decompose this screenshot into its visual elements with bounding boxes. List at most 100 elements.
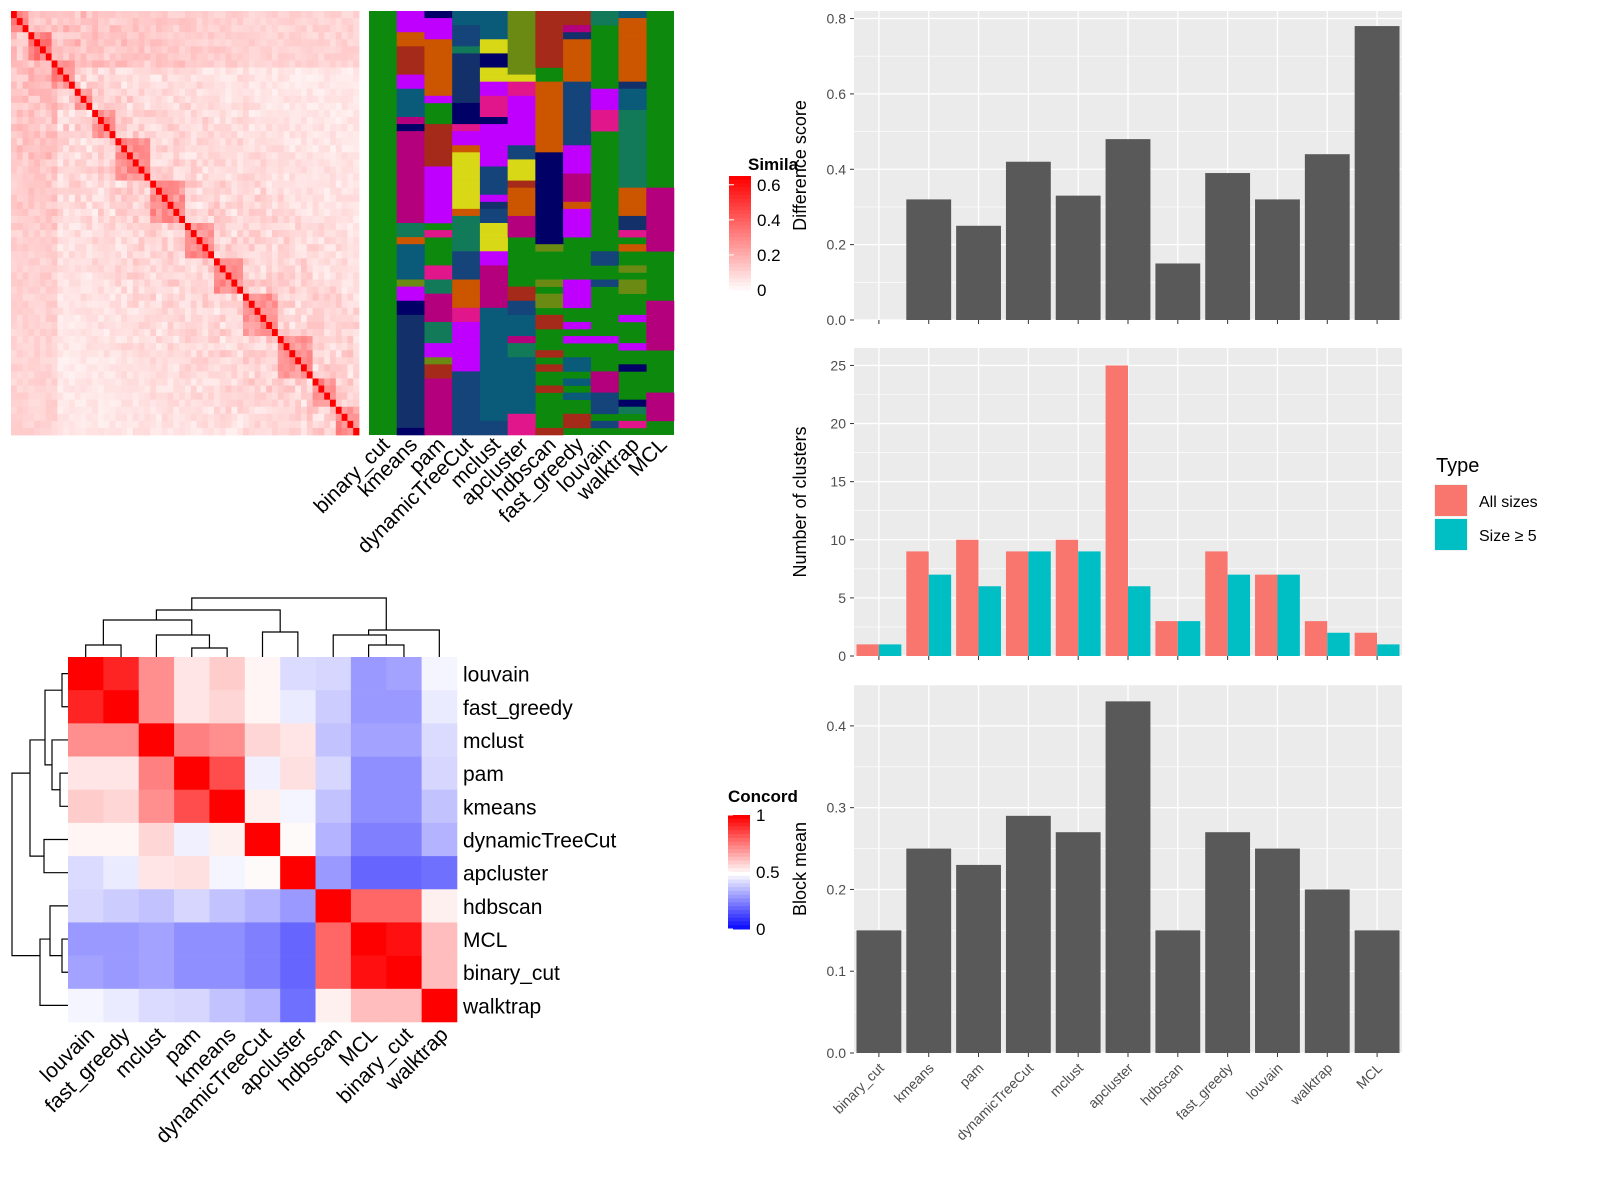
similarity-cell	[254, 53, 261, 61]
similarity-cell	[63, 145, 70, 153]
similarity-cell	[277, 265, 284, 273]
similarity-cell	[312, 321, 319, 330]
similarity-cell	[86, 385, 93, 393]
similarity-cell	[161, 95, 168, 104]
assignment-cell	[507, 420, 536, 429]
similarity-cell	[237, 251, 244, 259]
similarity-cell	[202, 81, 209, 90]
similarity-cell	[266, 230, 273, 238]
similarity-cell	[51, 67, 58, 75]
assignment-cell	[396, 420, 425, 429]
similarity-cell	[144, 117, 151, 125]
similarity-cell	[80, 300, 87, 309]
similarity-cell	[80, 102, 87, 111]
similarity-cell	[219, 32, 226, 40]
similarity-cell	[57, 11, 64, 19]
similarity-cell	[196, 25, 203, 33]
similarity-cell	[57, 187, 64, 196]
similarity-cell	[214, 265, 221, 273]
similarity-cell	[225, 293, 232, 302]
similarity-cell	[243, 145, 250, 153]
similarity-cell	[231, 201, 238, 210]
assignment-cell	[424, 81, 453, 90]
similarity-cell	[272, 237, 279, 245]
similarity-cell	[248, 74, 255, 83]
concordance-cell	[315, 955, 352, 990]
similarity-cell	[132, 152, 139, 160]
similarity-cell	[301, 74, 308, 83]
dendrogram-branch	[191, 597, 387, 630]
similarity-cell	[16, 32, 23, 40]
similarity-cell	[11, 117, 18, 125]
similarity-cell	[167, 223, 174, 231]
similarity-cell	[173, 88, 180, 97]
similarity-cell	[214, 194, 221, 203]
similarity-cell	[80, 406, 87, 415]
similarity-cell	[57, 201, 64, 210]
similarity-cell	[150, 329, 157, 337]
similarity-cell	[22, 314, 29, 323]
similarity-cell	[335, 152, 342, 160]
similarity-cell	[86, 166, 93, 174]
similarity-cell	[272, 420, 279, 429]
similarity-cell	[248, 293, 255, 302]
similarity-cell	[289, 109, 296, 118]
similarity-cell	[277, 39, 284, 47]
similarity-cell	[127, 237, 134, 245]
similarity-cell	[289, 406, 296, 415]
similarity-cell	[353, 109, 360, 118]
similarity-cell	[80, 145, 87, 153]
similarity-cell	[318, 378, 325, 386]
similarity-cell	[185, 173, 192, 181]
similarity-cell	[121, 258, 128, 266]
similarity-cell	[28, 230, 35, 238]
similarity-cell	[231, 152, 238, 160]
similarity-cell	[283, 25, 290, 33]
assignment-cell	[563, 336, 592, 344]
similarity-cell	[185, 378, 192, 386]
similarity-cell	[150, 88, 157, 97]
concordance-cell	[138, 657, 175, 691]
similarity-cell	[301, 364, 308, 372]
assignment-cell	[396, 138, 425, 146]
similarity-cell	[167, 371, 174, 379]
similarity-cell	[318, 371, 325, 379]
concordance-cell	[244, 690, 281, 724]
similarity-cell	[80, 237, 87, 245]
similarity-cell	[69, 39, 76, 47]
similarity-cell	[121, 173, 128, 181]
similarity-cell	[127, 208, 134, 217]
similarity-cell	[22, 329, 29, 337]
similarity-cell	[318, 11, 325, 19]
similarity-cell	[173, 300, 180, 309]
similarity-cell	[16, 329, 23, 337]
similarity-cell	[167, 117, 174, 125]
similarity-cell	[318, 385, 325, 393]
similarity-cell	[301, 265, 308, 273]
assignment-cell	[452, 117, 481, 125]
similarity-cell	[132, 109, 139, 118]
similarity-cell	[11, 201, 18, 210]
similarity-cell	[179, 371, 186, 379]
assignment-cell	[396, 237, 425, 245]
similarity-cell	[16, 258, 23, 266]
similarity-cell	[74, 258, 81, 266]
similarity-cell	[347, 392, 354, 401]
assignment-cell	[396, 357, 425, 365]
similarity-cell	[74, 145, 81, 153]
similarity-cell	[272, 208, 279, 217]
similarity-cell	[301, 88, 308, 97]
similarity-cell	[295, 364, 302, 372]
similarity-cell	[190, 223, 197, 231]
similarity-cell	[34, 321, 41, 330]
similarity-cell	[22, 81, 29, 90]
similarity-cell	[353, 124, 360, 132]
similarity-cell	[219, 88, 226, 97]
similarity-cell	[295, 81, 302, 90]
similarity-cell	[277, 230, 284, 238]
similarity-cell	[347, 406, 354, 415]
assignment-cell	[618, 265, 647, 273]
similarity-cell	[295, 46, 302, 54]
assignment-cell	[535, 53, 564, 61]
assignment-cell	[396, 321, 425, 330]
